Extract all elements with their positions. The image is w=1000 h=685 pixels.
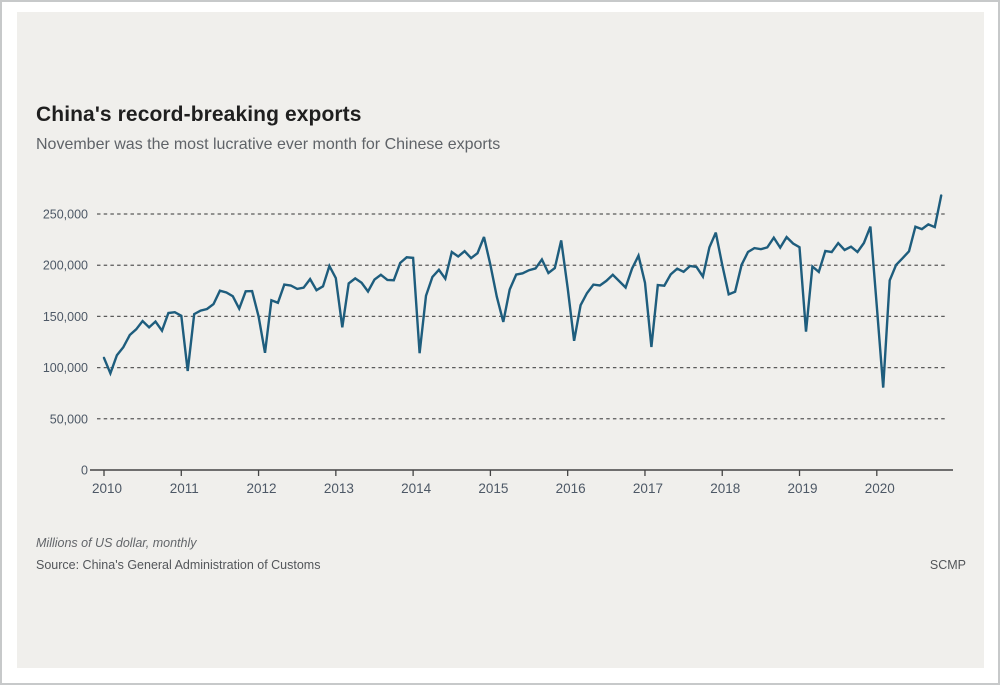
- x-axis-tick-label: 2014: [401, 481, 432, 496]
- y-axis-tick-label: 0: [81, 464, 88, 478]
- y-axis-tick-label: 200,000: [43, 259, 88, 273]
- x-axis-tick-label: 2011: [170, 481, 199, 496]
- chart-subtitle: November was the most lucrative ever mon…: [36, 136, 501, 153]
- y-axis-tick-label: 50,000: [50, 412, 88, 426]
- x-axis-tick-label: 2018: [710, 481, 740, 496]
- x-axis-tick-label: 2019: [787, 481, 817, 496]
- x-axis-tick-label: 2010: [92, 481, 122, 496]
- x-axis-tick-label: 2013: [324, 481, 354, 496]
- x-axis-tick-label: 2012: [247, 481, 277, 496]
- chart-title: China's record-breaking exports: [36, 103, 362, 126]
- y-axis-tick-label: 150,000: [43, 310, 88, 324]
- units-footnote: Millions of US dollar, monthly: [36, 536, 197, 550]
- x-axis-tick-label: 2016: [556, 481, 586, 496]
- x-axis-tick-label: 2015: [478, 481, 508, 496]
- exports-line-chart: 0 50,000 100,000 150,000 200,000 250,000 2010 2…: [43, 194, 953, 496]
- x-axis-tick-label: 2017: [633, 481, 663, 496]
- y-axis-tick-label: 100,000: [43, 361, 88, 375]
- source-note: Source: China's General Administration o…: [36, 558, 321, 572]
- publisher-credit: SCMP: [929, 558, 966, 572]
- chart-card: China's record-breaking exports November…: [17, 12, 984, 668]
- y-axis-tick-label: 250,000: [43, 208, 88, 222]
- x-axis-tick-label: 2020: [865, 481, 895, 496]
- exports-series-line: [102, 194, 943, 388]
